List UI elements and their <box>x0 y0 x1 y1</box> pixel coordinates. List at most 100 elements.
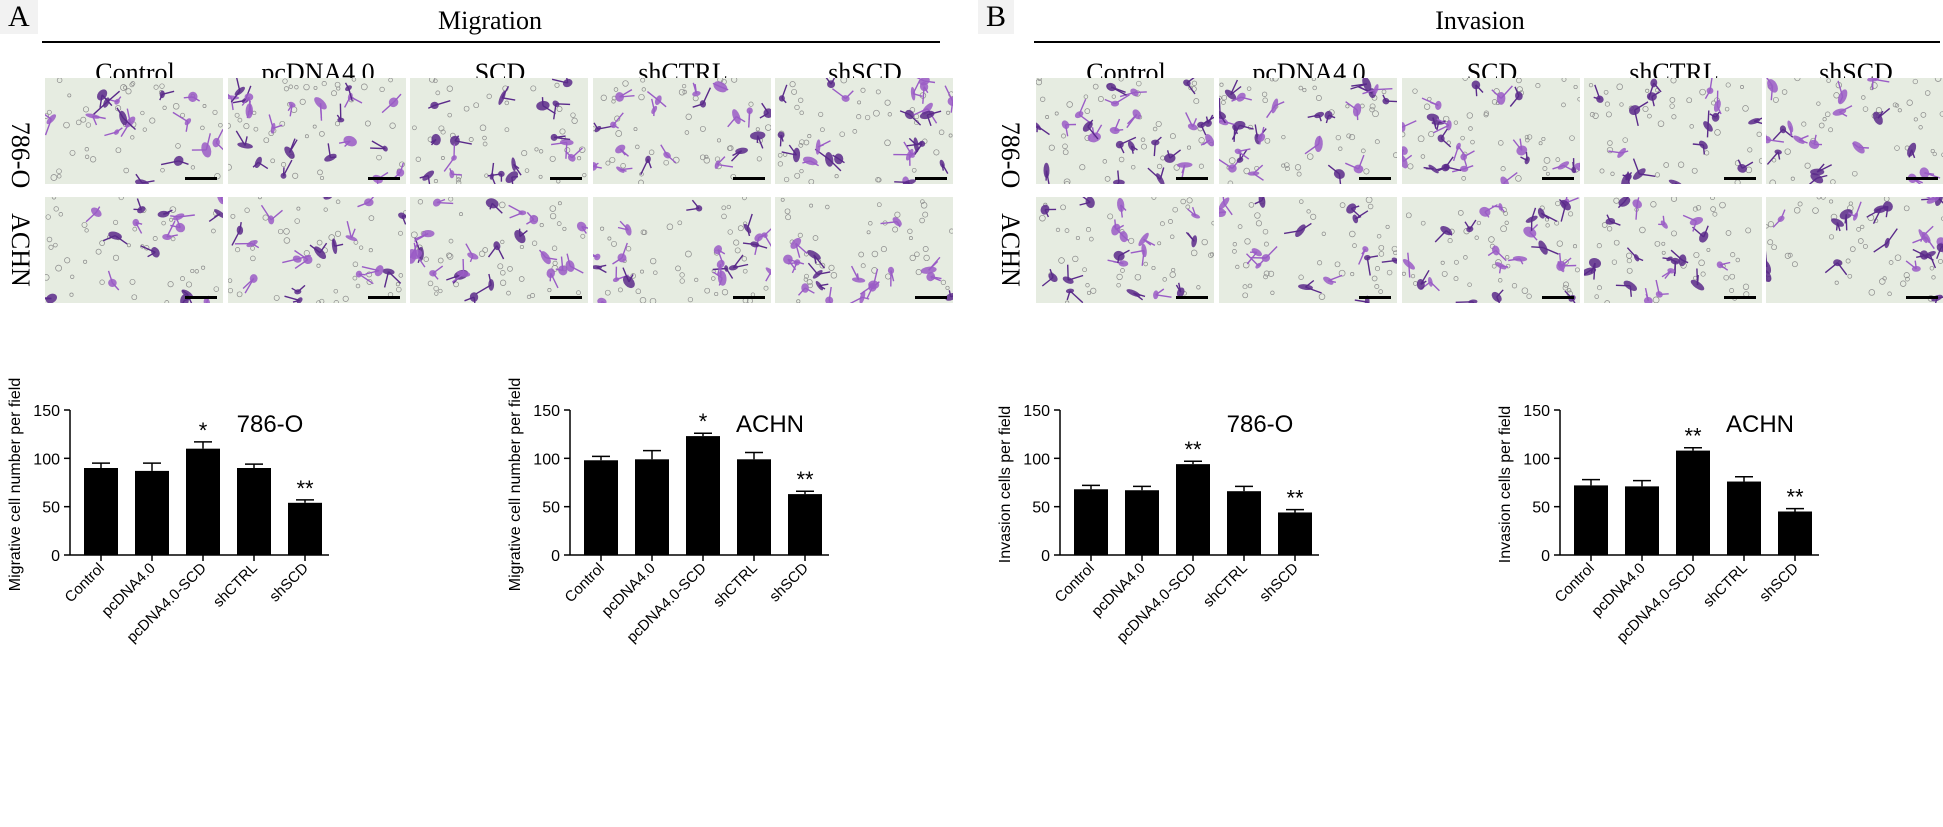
panel-letter-a: A <box>0 0 38 34</box>
y-tick-label: 50 <box>542 500 560 517</box>
chart-svg: 0 50 100 150 Invasion cells per field ACHN Con… <box>1497 403 1819 646</box>
micrograph-image <box>775 78 953 184</box>
y-tick-label: 0 <box>1541 548 1550 565</box>
y-tick-label: 150 <box>533 403 560 420</box>
x-tick-label: shSCD <box>766 560 812 606</box>
x-tick-label: shCTRL <box>1700 560 1751 611</box>
x-tick-label: Control <box>62 560 108 606</box>
micrograph-image <box>228 197 406 303</box>
bar-pcdna4.0-scd <box>686 436 720 555</box>
y-tick-label: 100 <box>1523 451 1550 468</box>
chart-svg: 0 50 100 150 Invasion cells per field 786-O Co… <box>997 403 1319 646</box>
y-axis-label: Invasion cells per field <box>997 406 1014 563</box>
chart-title: ACHN <box>1726 411 1794 438</box>
y-tick-label: 0 <box>51 548 60 565</box>
y-tick-label: 50 <box>42 500 60 517</box>
significance-mark: ** <box>1684 424 1702 449</box>
chart-migration-achn: 0 50 100 150 Migrative cell number per field… <box>500 378 880 820</box>
y-tick-label: 50 <box>1032 500 1050 517</box>
y-tick-label: 0 <box>551 548 560 565</box>
bar-pcdna4.0-scd <box>186 448 220 555</box>
y-tick-label: 150 <box>1023 403 1050 420</box>
bar-shscd <box>788 494 822 555</box>
y-tick-label: 100 <box>1023 451 1050 468</box>
x-tick-label: shSCD <box>1756 560 1802 606</box>
chart-plot-group: 0 50 100 150 Invasion cells per field ACHN Con… <box>1497 403 1819 646</box>
bar-shscd <box>1278 512 1312 555</box>
micrograph-image <box>45 197 223 303</box>
chart-title: 786-O <box>1227 411 1294 438</box>
panel-b-title: Invasion <box>1435 6 1525 35</box>
chart-invasion-achn: 0 50 100 150 Invasion cells per field ACHN Con… <box>1490 400 1870 820</box>
y-tick-label: 50 <box>1532 500 1550 517</box>
micrograph-image <box>593 78 771 184</box>
micrograph-image <box>775 197 953 303</box>
micrograph-image <box>1766 78 1943 184</box>
micrograph-image <box>1036 197 1214 303</box>
chart-plot-group: 0 50 100 150 Migrative cell number per field… <box>507 378 829 646</box>
micrograph-image <box>410 197 588 303</box>
significance-mark: ** <box>296 476 314 501</box>
bar-shctrl <box>1227 491 1261 555</box>
chart-migration-786o: 0 50 100 150 Migrative cell number per field… <box>0 378 380 820</box>
chart-invasion-786o: 0 50 100 150 Invasion cells per field 786-O Co… <box>990 400 1370 820</box>
chart-svg: 0 50 100 150 Migrative cell number per field… <box>7 378 329 646</box>
micrograph-image <box>410 78 588 184</box>
micrograph-image <box>593 197 771 303</box>
micrograph-image <box>1584 78 1762 184</box>
significance-mark: ** <box>1184 437 1202 462</box>
micrograph-image <box>1766 197 1943 303</box>
chart-title: 786-O <box>237 411 304 438</box>
bar-control <box>84 468 118 555</box>
panel-a-title: Migration <box>438 6 542 35</box>
panel-letter-b: B <box>978 0 1015 34</box>
bar-shctrl <box>237 468 271 555</box>
bar-pcdna4.0 <box>1125 490 1159 555</box>
bar-pcdna4.0 <box>635 459 669 555</box>
bar-control <box>1074 489 1108 555</box>
x-tick-label: shSCD <box>266 560 312 606</box>
row-label-786o-b: 786-O <box>996 121 1025 189</box>
bar-pcdna4.0-scd <box>1176 464 1210 555</box>
x-tick-label: Control <box>1552 560 1598 606</box>
bar-pcdna4.0 <box>135 470 169 555</box>
micrograph-image <box>1402 78 1580 184</box>
x-tick-label: Control <box>1052 560 1098 606</box>
bar-shscd <box>1778 511 1812 555</box>
bar-pcdna4.0-scd <box>1676 450 1710 555</box>
x-tick-label: shSCD <box>1256 560 1302 606</box>
chart-plot-group: 0 50 100 150 Invasion cells per field 786-O Co… <box>997 403 1319 646</box>
y-tick-label: 0 <box>1041 548 1050 565</box>
row-label-achn-a: ACHN <box>6 213 35 287</box>
chart-plot-group: 0 50 100 150 Migrative cell number per field… <box>7 378 329 646</box>
y-tick-label: 150 <box>1523 403 1550 420</box>
significance-mark: * <box>699 409 708 434</box>
bar-shscd <box>288 502 322 555</box>
micrograph-image <box>45 78 223 184</box>
panel-a-rule <box>42 41 940 43</box>
significance-mark: ** <box>796 467 814 492</box>
bar-shctrl <box>737 459 771 555</box>
x-tick-label: shCTRL <box>710 560 761 611</box>
micrograph-image <box>1402 197 1580 303</box>
y-axis-label: Migrative cell number per field <box>7 378 24 591</box>
micrograph-image <box>1036 78 1214 184</box>
y-tick-label: 150 <box>33 403 60 420</box>
x-tick-label: shCTRL <box>1200 560 1251 611</box>
row-label-achn-b: ACHN <box>996 213 1025 287</box>
micrograph-image <box>1219 78 1397 184</box>
micrograph-image <box>228 78 406 184</box>
row-label-786o-a: 786-O <box>6 121 35 189</box>
chart-svg: 0 50 100 150 Migrative cell number per field… <box>507 378 829 646</box>
bar-pcdna4.0 <box>1625 486 1659 555</box>
micrograph-image <box>1584 197 1762 303</box>
y-axis-label: Migrative cell number per field <box>507 378 524 591</box>
significance-mark: * <box>199 418 208 443</box>
panel-b-rule <box>1034 41 1940 43</box>
x-tick-label: Control <box>562 560 608 606</box>
micrograph-image <box>1219 197 1397 303</box>
bar-control <box>584 460 618 555</box>
y-axis-label: Invasion cells per field <box>1497 406 1514 563</box>
x-tick-label: shCTRL <box>210 560 261 611</box>
bar-control <box>1574 485 1608 555</box>
